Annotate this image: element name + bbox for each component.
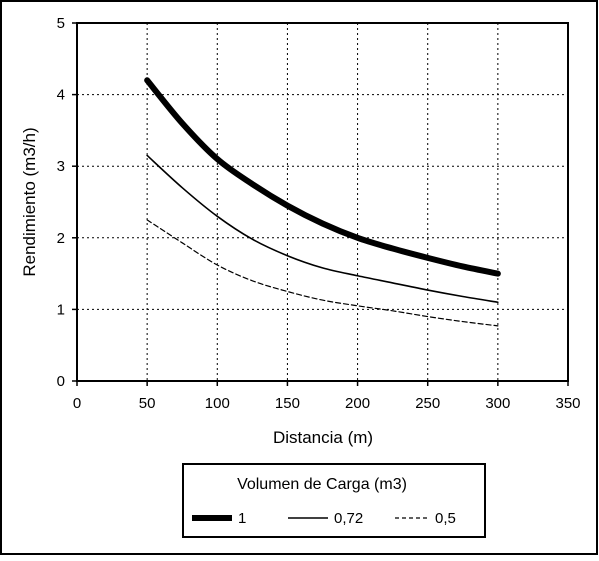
y-tick-label: 5 [57,15,65,32]
legend-items: 1 0,72 0,5 [192,510,456,527]
legend: Volumen de Carga (m3) 1 0,72 0,5 [182,463,486,538]
y-tick-label: 1 [57,301,65,318]
series-layer [144,77,501,327]
legend-label-1: 1 [238,510,246,527]
legend-title: Volumen de Carga (m3) [237,476,407,493]
legend-label-3: 0,5 [435,510,456,527]
plot-area-frame [76,22,569,382]
x-tick-label: 50 [139,395,156,412]
tick-labels: 0 50 100 150 200 250 300 350 0 1 2 3 4 5 [57,15,581,412]
x-tick-label: 0 [73,395,81,412]
x-tick-label: 350 [555,395,580,412]
legend-label-2: 0,72 [334,510,363,527]
y-tick-label: 2 [57,230,65,247]
y-tick-label: 4 [57,87,65,104]
x-tick-label: 100 [205,395,230,412]
x-tick-label: 300 [485,395,510,412]
y-tick-label: 0 [57,373,65,390]
y-tick-label: 3 [57,158,65,175]
x-tick-label: 200 [345,395,370,412]
x-axis-title: Distancia (m) [273,428,373,447]
y-axis-title: Rendimiento (m3/h) [20,127,39,276]
x-tick-label: 250 [415,395,440,412]
series-line-2 [146,154,499,304]
legend-box [182,463,486,538]
series-line-3 [146,219,499,327]
x-tick-label: 150 [275,395,300,412]
series-line-1 [144,77,501,277]
